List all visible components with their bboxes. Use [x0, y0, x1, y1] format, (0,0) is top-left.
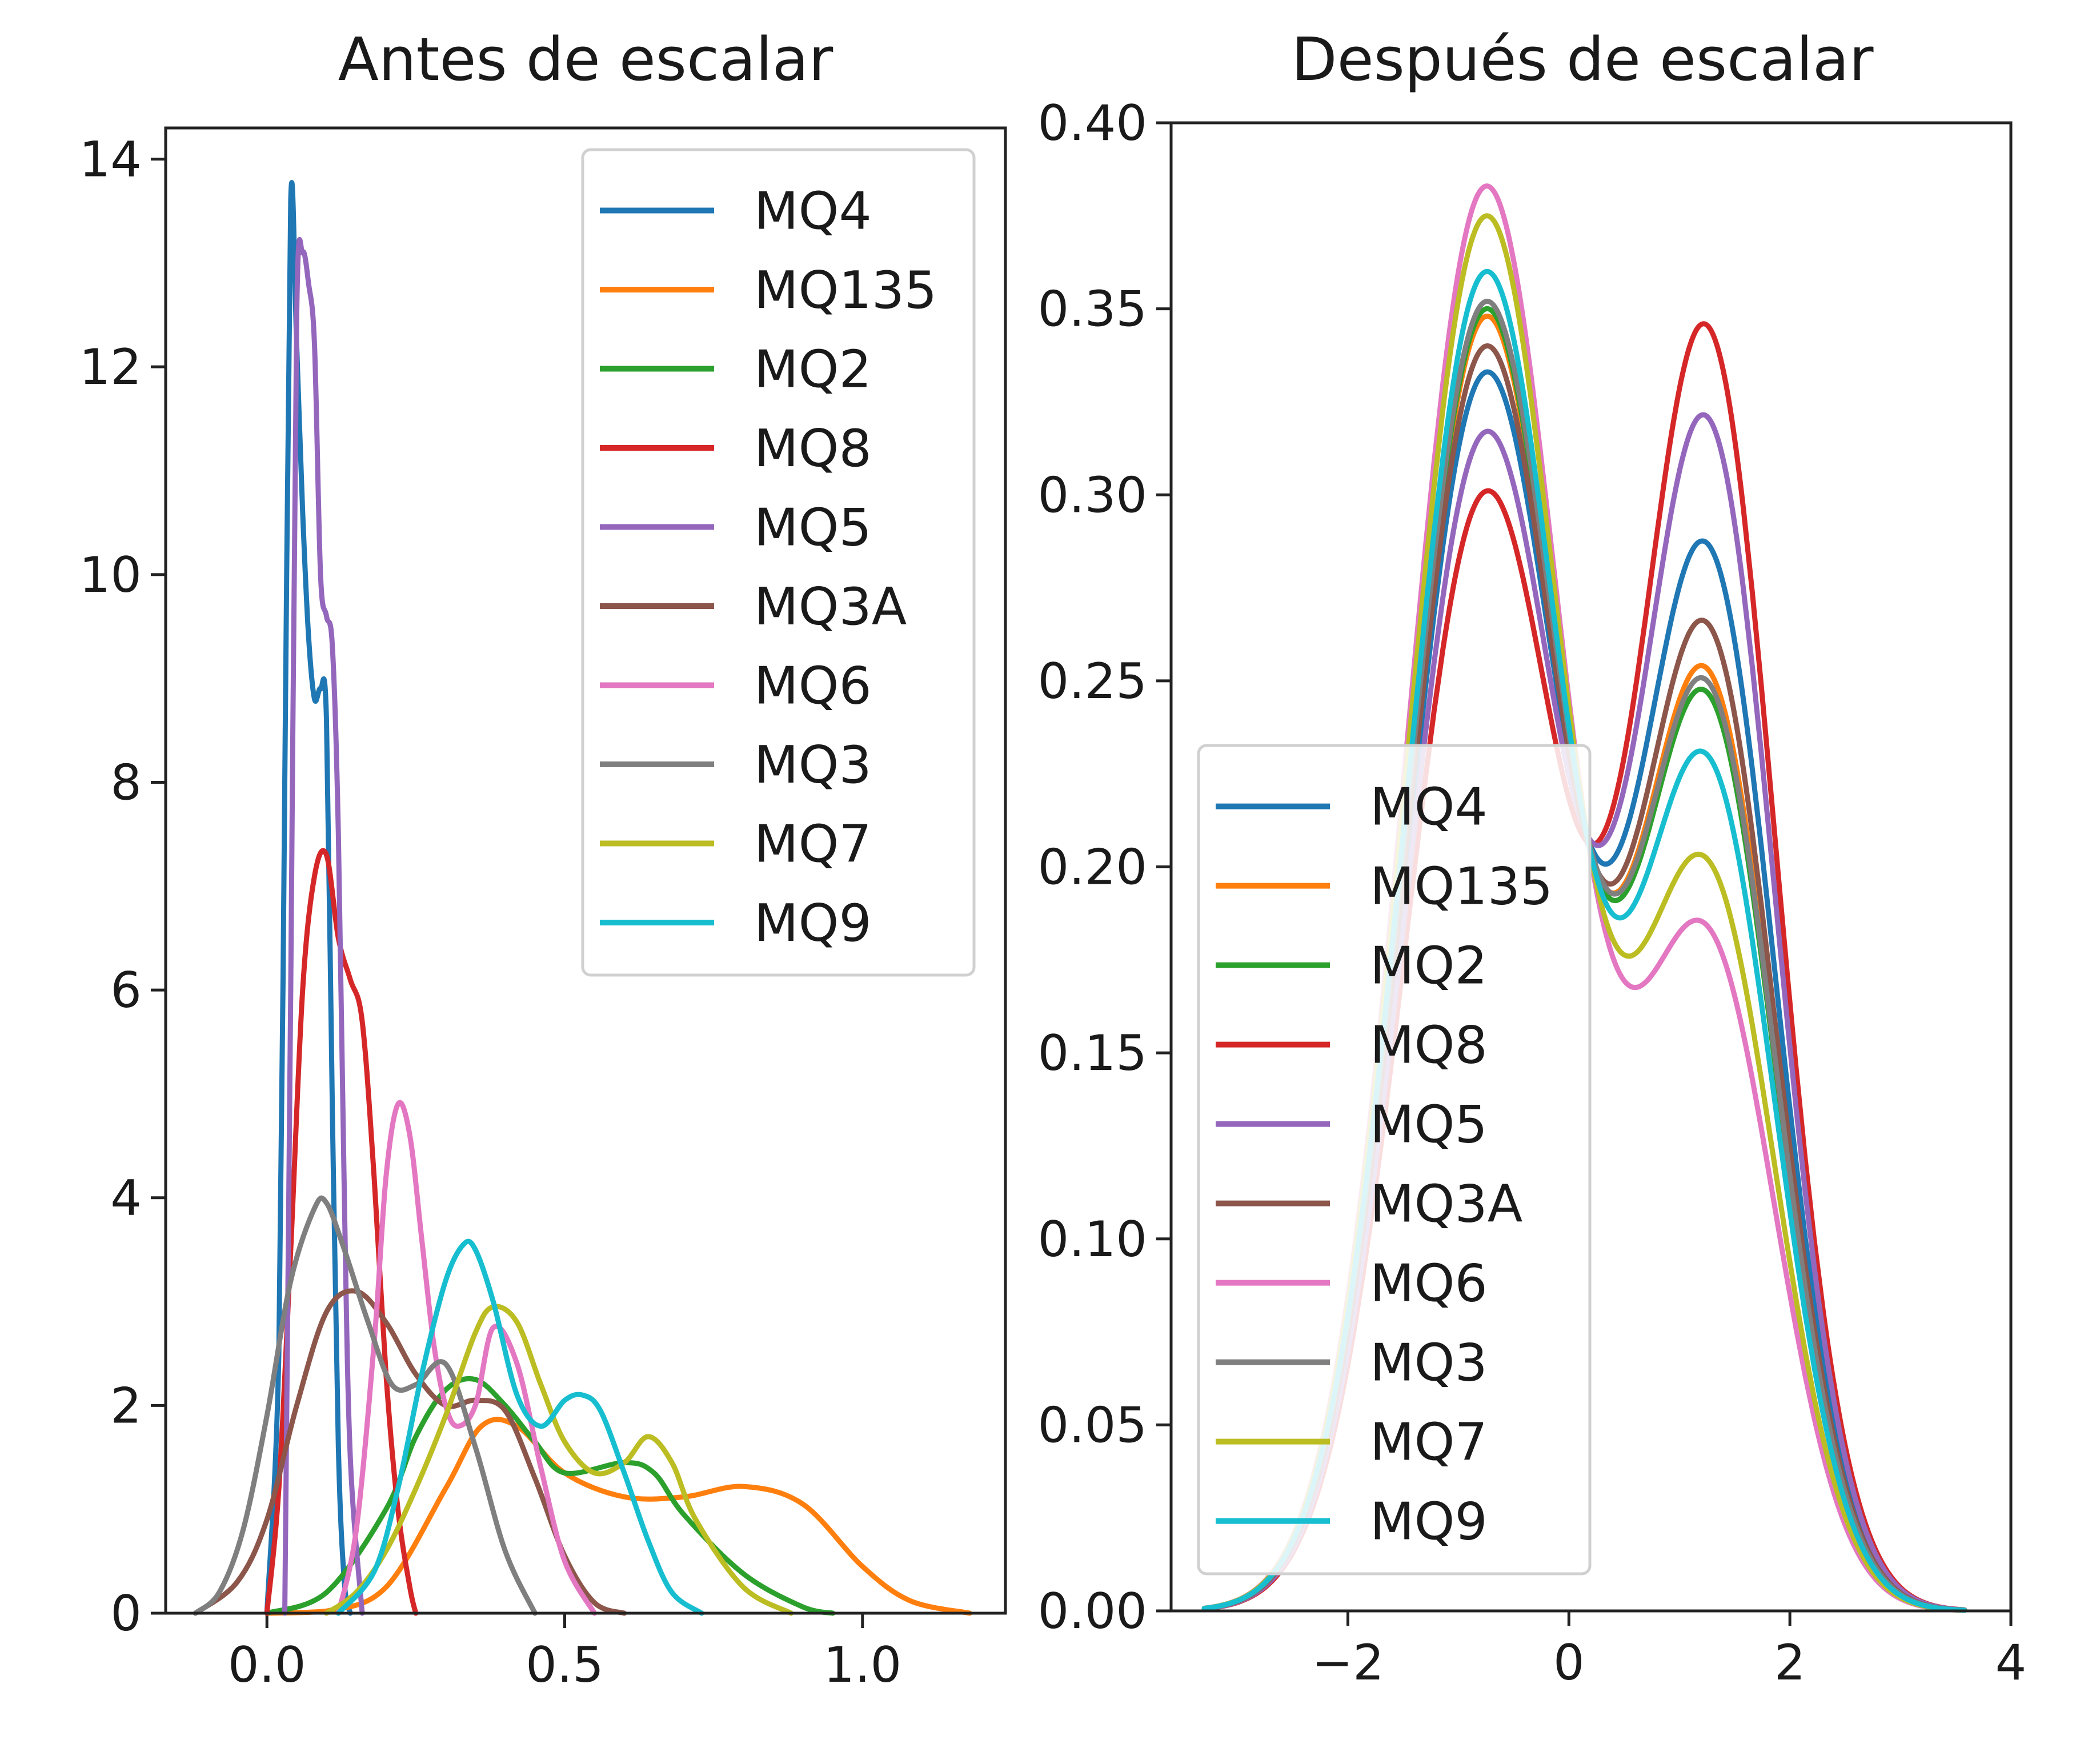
y-tick-label: 4 — [110, 1170, 142, 1227]
legend-label-mq3a: MQ3A — [754, 577, 907, 637]
x-tick-label: 1.0 — [823, 1637, 901, 1694]
legend-label-mq2: MQ2 — [1370, 936, 1488, 996]
y-tick-label: 14 — [79, 131, 142, 189]
y-tick-label: 0.00 — [1038, 1583, 1147, 1640]
y-tick-label: 12 — [79, 339, 142, 396]
legend-label-mq7: MQ7 — [754, 814, 872, 874]
x-tick-label: 0 — [1553, 1634, 1585, 1691]
y-tick-label: 0.20 — [1038, 839, 1147, 896]
y-tick-label: 0 — [110, 1585, 142, 1642]
y-tick-label: 0.30 — [1038, 467, 1147, 524]
legend-label-mq135: MQ135 — [754, 260, 937, 320]
legend-label-mq8: MQ8 — [1370, 1016, 1488, 1076]
chart-title: Después de escalar — [1292, 25, 1874, 94]
x-tick-label: 4 — [1995, 1634, 2027, 1691]
legend-label-mq4: MQ4 — [1370, 777, 1488, 837]
chart-panel-antes: Antes de escalar 0.0 0.5 1.0 0 2 4 6 8 10 12 14 MQ… — [79, 25, 1005, 1694]
legend-label-mq7: MQ7 — [1370, 1413, 1488, 1473]
legend-label-mq5: MQ5 — [1370, 1095, 1488, 1155]
legend-label-mq4: MQ4 — [754, 181, 872, 241]
legend-label-mq6: MQ6 — [754, 656, 872, 716]
chart-panel-despues: Después de escalar −2 0 2 4 0.00 0.05 0.10 0.15… — [1038, 25, 2027, 1691]
chart-title: Antes de escalar — [338, 25, 833, 94]
legend-label-mq9: MQ9 — [754, 893, 872, 953]
y-tick-label: 0.25 — [1038, 653, 1147, 710]
x-tick-label: 2 — [1774, 1634, 1806, 1691]
y-tick-label: 8 — [110, 754, 142, 811]
x-tick-label: −2 — [1312, 1634, 1384, 1691]
legend-label-mq2: MQ2 — [754, 339, 872, 399]
y-tick-label: 0.05 — [1038, 1397, 1147, 1454]
y-tick-label: 2 — [110, 1377, 142, 1434]
legend: MQ4 MQ135 MQ2 MQ8 MQ5 MQ3A MQ6 MQ3 MQ7 MQ9 — [583, 150, 974, 975]
x-tick-label: 0.0 — [228, 1637, 306, 1694]
x-tick-label: 0.5 — [526, 1637, 604, 1694]
legend-label-mq9: MQ9 — [1370, 1492, 1488, 1552]
legend-label-mq8: MQ8 — [754, 419, 872, 479]
series-line-mq3 — [195, 1198, 535, 1613]
y-tick-label: 10 — [79, 547, 142, 604]
y-tick-label: 0.40 — [1038, 95, 1147, 152]
legend-label-mq3a: MQ3A — [1370, 1174, 1522, 1234]
legend-label-mq3: MQ3 — [1370, 1333, 1488, 1393]
legend-label-mq6: MQ6 — [1370, 1254, 1488, 1314]
legend-label-mq3: MQ3 — [754, 735, 872, 795]
legend-label-mq135: MQ135 — [1370, 857, 1553, 917]
y-tick-label: 6 — [110, 962, 142, 1019]
series-line-mq135 — [267, 1420, 969, 1613]
y-tick-label: 0.10 — [1038, 1211, 1147, 1268]
legend: MQ4 MQ135 MQ2 MQ8 MQ5 MQ3A MQ6 MQ3 MQ7 MQ9 — [1199, 745, 1590, 1574]
series-line-mq7 — [327, 1306, 791, 1613]
legend-label-mq5: MQ5 — [754, 498, 872, 558]
y-tick-label: 0.15 — [1038, 1025, 1147, 1082]
y-tick-label: 0.35 — [1038, 281, 1147, 338]
